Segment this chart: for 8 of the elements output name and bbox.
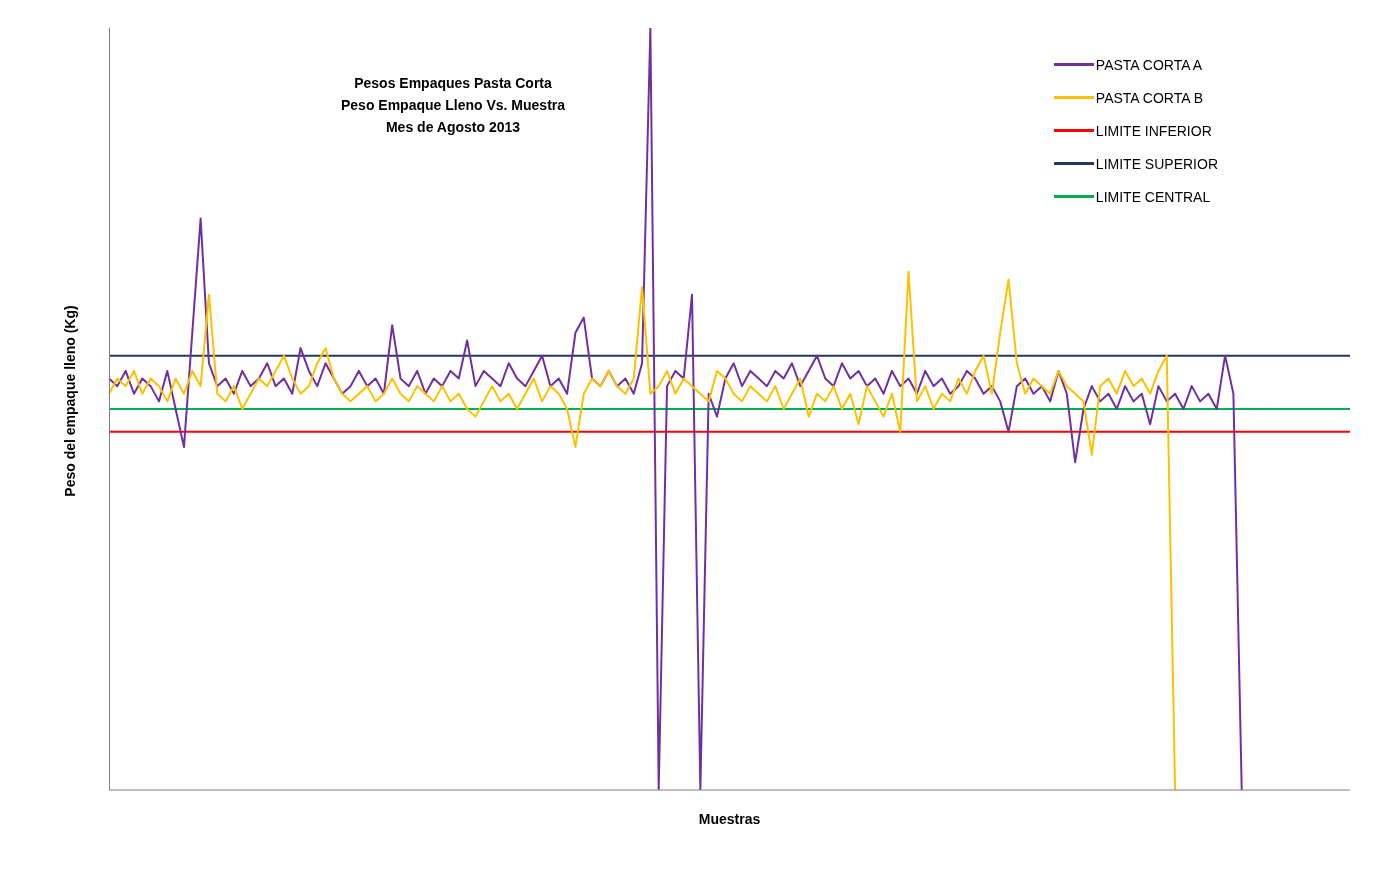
legend-label: LIMITE INFERIOR bbox=[1095, 122, 1212, 139]
y-axis-title: Peso del empaque lleno (Kg) bbox=[62, 305, 78, 497]
text: Pesos Empaques Pasta Corta Peso Empaque Lleno Vs. Muestra Mes de Agosto 2013 bbox=[339, 74, 567, 137]
legend-label: LIMITE SUPERIOR bbox=[1095, 155, 1218, 172]
legend-label: PASTA CORTA A bbox=[1095, 56, 1203, 73]
x-axis-title: Muestras bbox=[697, 811, 762, 827]
legend-label: LIMITE CENTRAL bbox=[1095, 188, 1211, 205]
legend-label: PASTA CORTA B bbox=[1095, 89, 1203, 106]
